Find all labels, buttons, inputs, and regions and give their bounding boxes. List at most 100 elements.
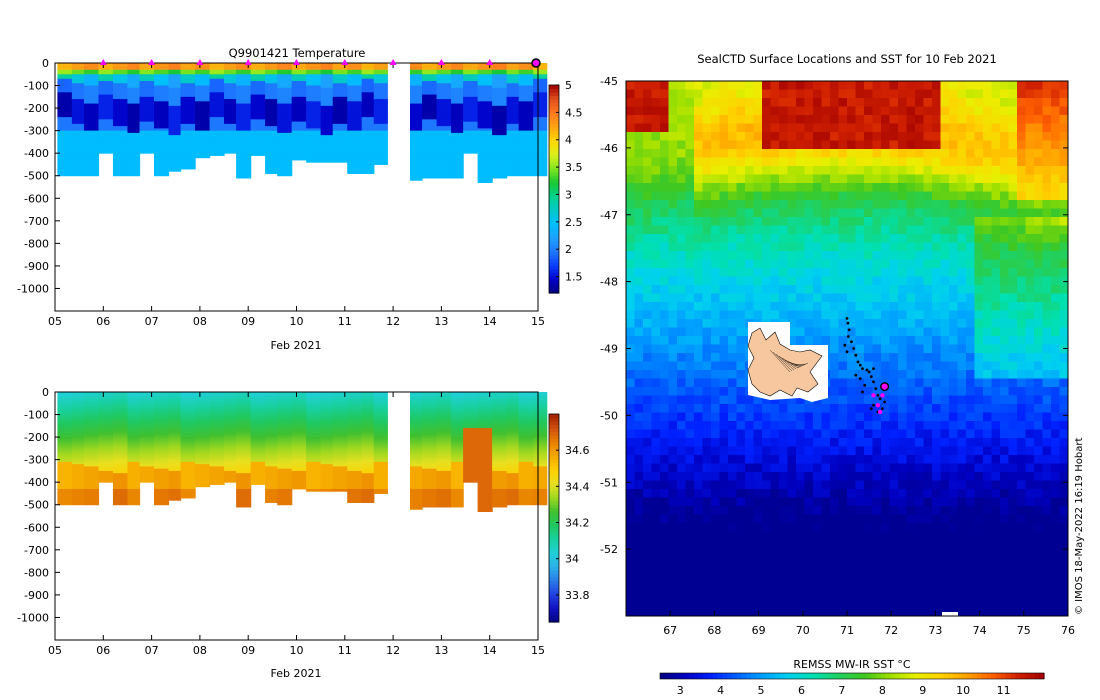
profile-cell — [277, 132, 293, 136]
profile-cell — [236, 401, 252, 404]
profile-cell — [451, 69, 464, 73]
profile-cell — [71, 423, 85, 427]
sst-pixel — [881, 225, 890, 235]
sst-pixel — [830, 234, 839, 243]
sst-pixel — [745, 174, 754, 184]
profile-cell — [57, 150, 73, 154]
profile-cell — [533, 495, 548, 499]
sst-pixel — [821, 310, 831, 320]
profile-cell — [332, 74, 348, 78]
profile-cell — [410, 132, 423, 136]
profile-cell — [83, 173, 100, 177]
profile-cell — [209, 432, 225, 436]
profile-cell — [492, 159, 508, 163]
profile-cell — [320, 477, 334, 481]
sst-pixel — [966, 123, 975, 133]
profile-cell — [463, 470, 479, 474]
profile-cell — [332, 486, 348, 490]
sst-pixel — [847, 81, 856, 90]
sst-pixel — [762, 225, 771, 235]
sst-pixel — [770, 251, 780, 260]
profile-cell — [154, 94, 170, 98]
x-tick-label: 13 — [434, 315, 448, 328]
profile-cell — [422, 419, 438, 422]
profile-cell — [320, 466, 334, 470]
profile-column — [518, 392, 534, 506]
profile-cell — [139, 401, 155, 404]
profile-cell — [320, 488, 334, 492]
profile-cell — [277, 439, 293, 443]
profile-cell — [57, 85, 73, 89]
profile-cell — [320, 65, 334, 68]
profile-cell — [492, 132, 508, 136]
profile-cell — [250, 139, 266, 143]
profile-cell — [98, 448, 114, 452]
profile-cell — [98, 78, 114, 82]
profile-cell — [154, 171, 170, 174]
sst-pixel — [1034, 234, 1043, 243]
sst-pixel — [1000, 81, 1009, 90]
profile-cell — [127, 486, 141, 490]
profile-cell — [332, 139, 348, 143]
sst-pixel — [719, 89, 729, 99]
profile-cell — [180, 461, 196, 465]
profile-cell — [98, 477, 114, 481]
profile-cell — [139, 470, 155, 474]
colorbar-segment — [549, 493, 559, 498]
profile-cell — [139, 459, 155, 463]
profile-cell — [168, 482, 182, 485]
sst-pixel — [677, 89, 686, 99]
profile-cell — [291, 69, 307, 73]
profile-cell — [83, 117, 100, 120]
profile-cell — [463, 65, 479, 68]
sst-pixel — [1017, 302, 1026, 311]
sst-pixel — [668, 106, 678, 116]
profile-cell — [71, 428, 85, 431]
sst-pixel — [651, 234, 661, 243]
profile-cell — [332, 137, 348, 141]
profile-cell — [250, 83, 266, 87]
profile-cell — [154, 502, 170, 506]
sst-pixel — [770, 157, 780, 167]
profile-cell — [195, 398, 211, 402]
profile-cell — [436, 482, 452, 485]
profile-cell — [306, 128, 322, 132]
sst-pixel — [932, 208, 941, 218]
sst-pixel — [668, 140, 678, 150]
sst-pixel — [1051, 225, 1060, 235]
profile-cell — [250, 114, 266, 118]
sst-pixel — [1000, 302, 1009, 311]
profile-cell — [320, 135, 334, 138]
sst-pixel — [1042, 242, 1052, 252]
sst-pixel — [677, 217, 686, 226]
sst-pixel — [813, 217, 822, 226]
profile-cell — [533, 479, 548, 483]
sst-pixel — [881, 81, 890, 90]
sst-pixel — [660, 293, 669, 303]
sst-pixel — [643, 157, 652, 167]
profile-cell — [195, 452, 211, 456]
profile-cell — [277, 432, 293, 436]
profile-cell — [180, 128, 196, 132]
sst-pixel — [957, 149, 967, 158]
profile-cell — [127, 130, 141, 134]
profile-cell — [410, 103, 423, 107]
profile-cell — [127, 416, 141, 420]
profile-cell — [83, 126, 100, 129]
profile-cell — [154, 173, 170, 177]
profile-cell — [463, 92, 479, 96]
profile-cell — [139, 439, 155, 443]
profile-cell — [83, 135, 100, 138]
sst-pixel — [966, 166, 975, 175]
profile-cell — [236, 437, 252, 440]
profile-cell — [154, 473, 170, 476]
sst-pixel — [898, 217, 907, 226]
profile-cell — [154, 452, 170, 456]
profile-cell — [518, 475, 534, 479]
profile-cell — [477, 146, 493, 150]
profile-cell — [451, 405, 464, 409]
profile-cell — [347, 495, 363, 499]
profile-cell — [168, 434, 182, 438]
profile-cell — [236, 63, 252, 66]
profile-cell — [291, 137, 307, 141]
